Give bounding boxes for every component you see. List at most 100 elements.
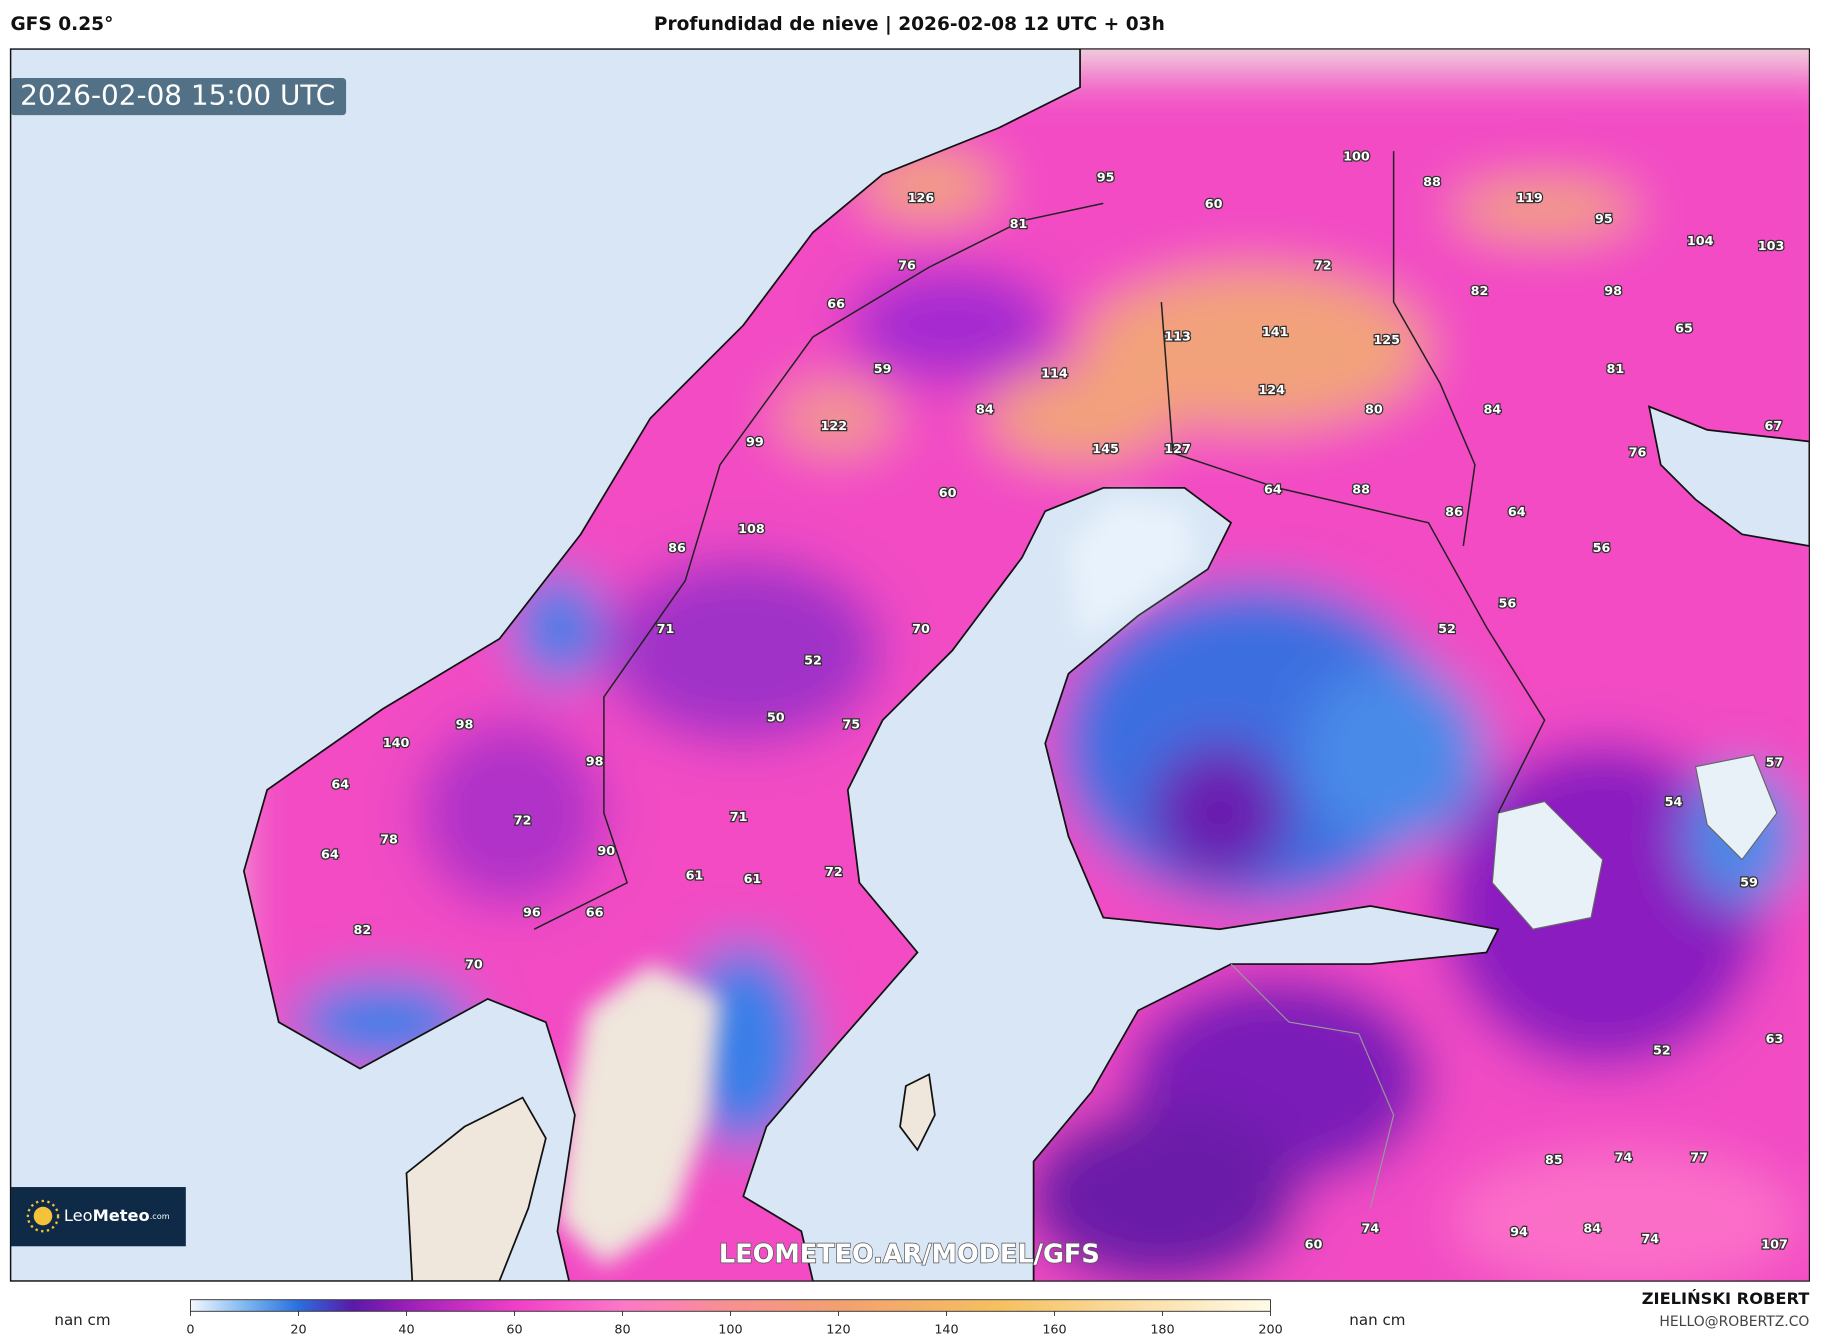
snow-depth-label: 122 [821,419,848,434]
snow-depth-label: 64 [321,847,339,862]
snow-depth-label: 78 [380,832,398,847]
snow-depth-label: 59 [1740,875,1758,890]
map-labels: 126 95 100 88 60 119 95 104 103 81 72 76 82 98 66 113 14… [320,148,1789,1254]
colorbar-tick-label: 140 [934,1322,958,1337]
snow-depth-label: 50 [767,710,785,725]
snow-depth-label: 98 [586,754,604,769]
snow-depth-label: 95 [1097,170,1115,185]
snow-depth-label: 114 [1041,367,1068,382]
snow-depth-label: 63 [1766,1032,1784,1047]
snow-depth-label: 94 [1510,1225,1528,1240]
snow-depth-label: 52 [1653,1044,1671,1059]
white-sea [1647,405,1810,547]
logo-text: LeoMeteo.com [64,1206,170,1225]
snow-depth-label: 71 [730,810,748,825]
snow-depth-label: 84 [1583,1221,1601,1236]
snow-depth-label: 66 [827,297,845,312]
timestamp-box [10,77,347,116]
snow-depth-label: 59 [874,362,892,377]
snow-depth-label: 104 [1687,234,1714,249]
snow-depth-label: 52 [804,653,822,668]
snow-depth-label: 57 [1766,756,1784,771]
colorbar-tick-label: 60 [506,1322,522,1337]
colorbar-tick-label: 40 [398,1322,414,1337]
snow-depth-label: 72 [514,814,532,829]
credit-email: HELLO@ROBERTZ.CO [1659,1314,1809,1330]
snow-depth-label: 72 [1314,259,1332,274]
colorbar-tick-label: 80 [614,1322,630,1337]
snow-depth-label: 113 [1164,329,1191,344]
snow-depth-label: 107 [1761,1238,1788,1253]
border [1392,151,1476,547]
colorbar-tick-label: 100 [718,1322,742,1337]
snow-depth-label: 56 [1593,541,1611,556]
snow-depth-label: 125 [1373,333,1400,348]
snow-depth-label: 98 [1604,284,1622,299]
snow-depth-label: 124 [1258,383,1285,398]
snow-depth-label: 74 [1641,1232,1659,1247]
snow-depth-label: 77 [1690,1151,1708,1166]
snow-depth-label: 119 [1516,191,1543,206]
snow-depth-label: 76 [1629,446,1647,461]
snow-depth-label: 61 [744,872,762,887]
map-frame [9,48,1810,1282]
snow-depth-label: 127 [1164,442,1191,457]
snow-depth-label: 60 [939,486,957,501]
map-title: Profundidad de nieve | 2026-02-08 12 UTC… [654,14,1165,35]
snow-depth-label: 85 [1545,1153,1563,1168]
denmark [405,1096,547,1282]
snow-depth-label: 90 [597,844,615,859]
snow-depth-label: 61 [686,868,704,883]
snow-depth-label: 64 [1508,505,1526,520]
snow-depth-label: 67 [1765,419,1783,434]
lake-onega [1694,754,1778,861]
snow-depth-label: 140 [383,736,410,751]
credit-author: ZIELIŃSKI ROBERT [1642,1289,1810,1308]
snow-depth-label: 80 [1365,403,1383,418]
snow-depth-label: 108 [738,522,765,537]
snow-depth-label: 75 [842,717,860,732]
baltic-sea [742,487,1500,1282]
snow-depth-label: 96 [523,905,541,920]
map: 126 95 100 88 60 119 95 104 103 81 72 76 82 98 66 113 14… [10,48,1810,1282]
snow-depth-label: 64 [1264,483,1282,498]
snow-depth-label: 82 [1471,284,1489,299]
logo-rays [26,1199,60,1233]
gotland [899,1073,936,1152]
snow-depth-label: 103 [1758,239,1785,254]
snow-depth-label: 81 [1607,362,1625,377]
snow-depth-label: 74 [1362,1221,1380,1236]
snow-depth-label: 74 [1615,1151,1633,1166]
snow-depth-label: 56 [1499,597,1517,612]
snow-depth-label: 100 [1343,149,1370,164]
snow-depth-label: 88 [1352,483,1370,498]
colorbar-tick-label: 0 [186,1322,194,1337]
snow-depth-label: 86 [1445,505,1463,520]
snow-depth-label: 145 [1092,442,1119,457]
snow-depth-label: 60 [1305,1238,1323,1253]
snow-depth-label: 81 [1010,217,1028,232]
snow-depth-label: 60 [1205,197,1223,212]
snow-depth-label: 126 [908,191,935,206]
colorbar-tick-label: 20 [290,1322,306,1337]
colorbar-unit-left: nan cm [54,1311,110,1329]
norwegian-sea [10,48,1081,1282]
timestamp: 2026-02-08 15:00 UTC [20,79,335,112]
lake-ladoga [1491,800,1604,930]
no-snow-area [557,964,721,1267]
border [1160,302,1546,814]
border [1230,963,1395,1209]
snow-depth-label: 84 [1483,403,1501,418]
snow-depth-label: 70 [465,958,483,973]
snow-depth-label: 71 [657,622,675,637]
logo-name: Leo [64,1206,93,1225]
snow-depth-label: 70 [912,622,930,637]
logo-name-bold: Meteo [93,1206,150,1225]
snow-depth-label: 99 [746,435,764,450]
colorbar-tick-label: 120 [826,1322,850,1337]
logo-suffix: .com [150,1211,170,1221]
snow-depth-label: 84 [976,403,994,418]
colorbar-tick-label: 200 [1258,1322,1282,1337]
